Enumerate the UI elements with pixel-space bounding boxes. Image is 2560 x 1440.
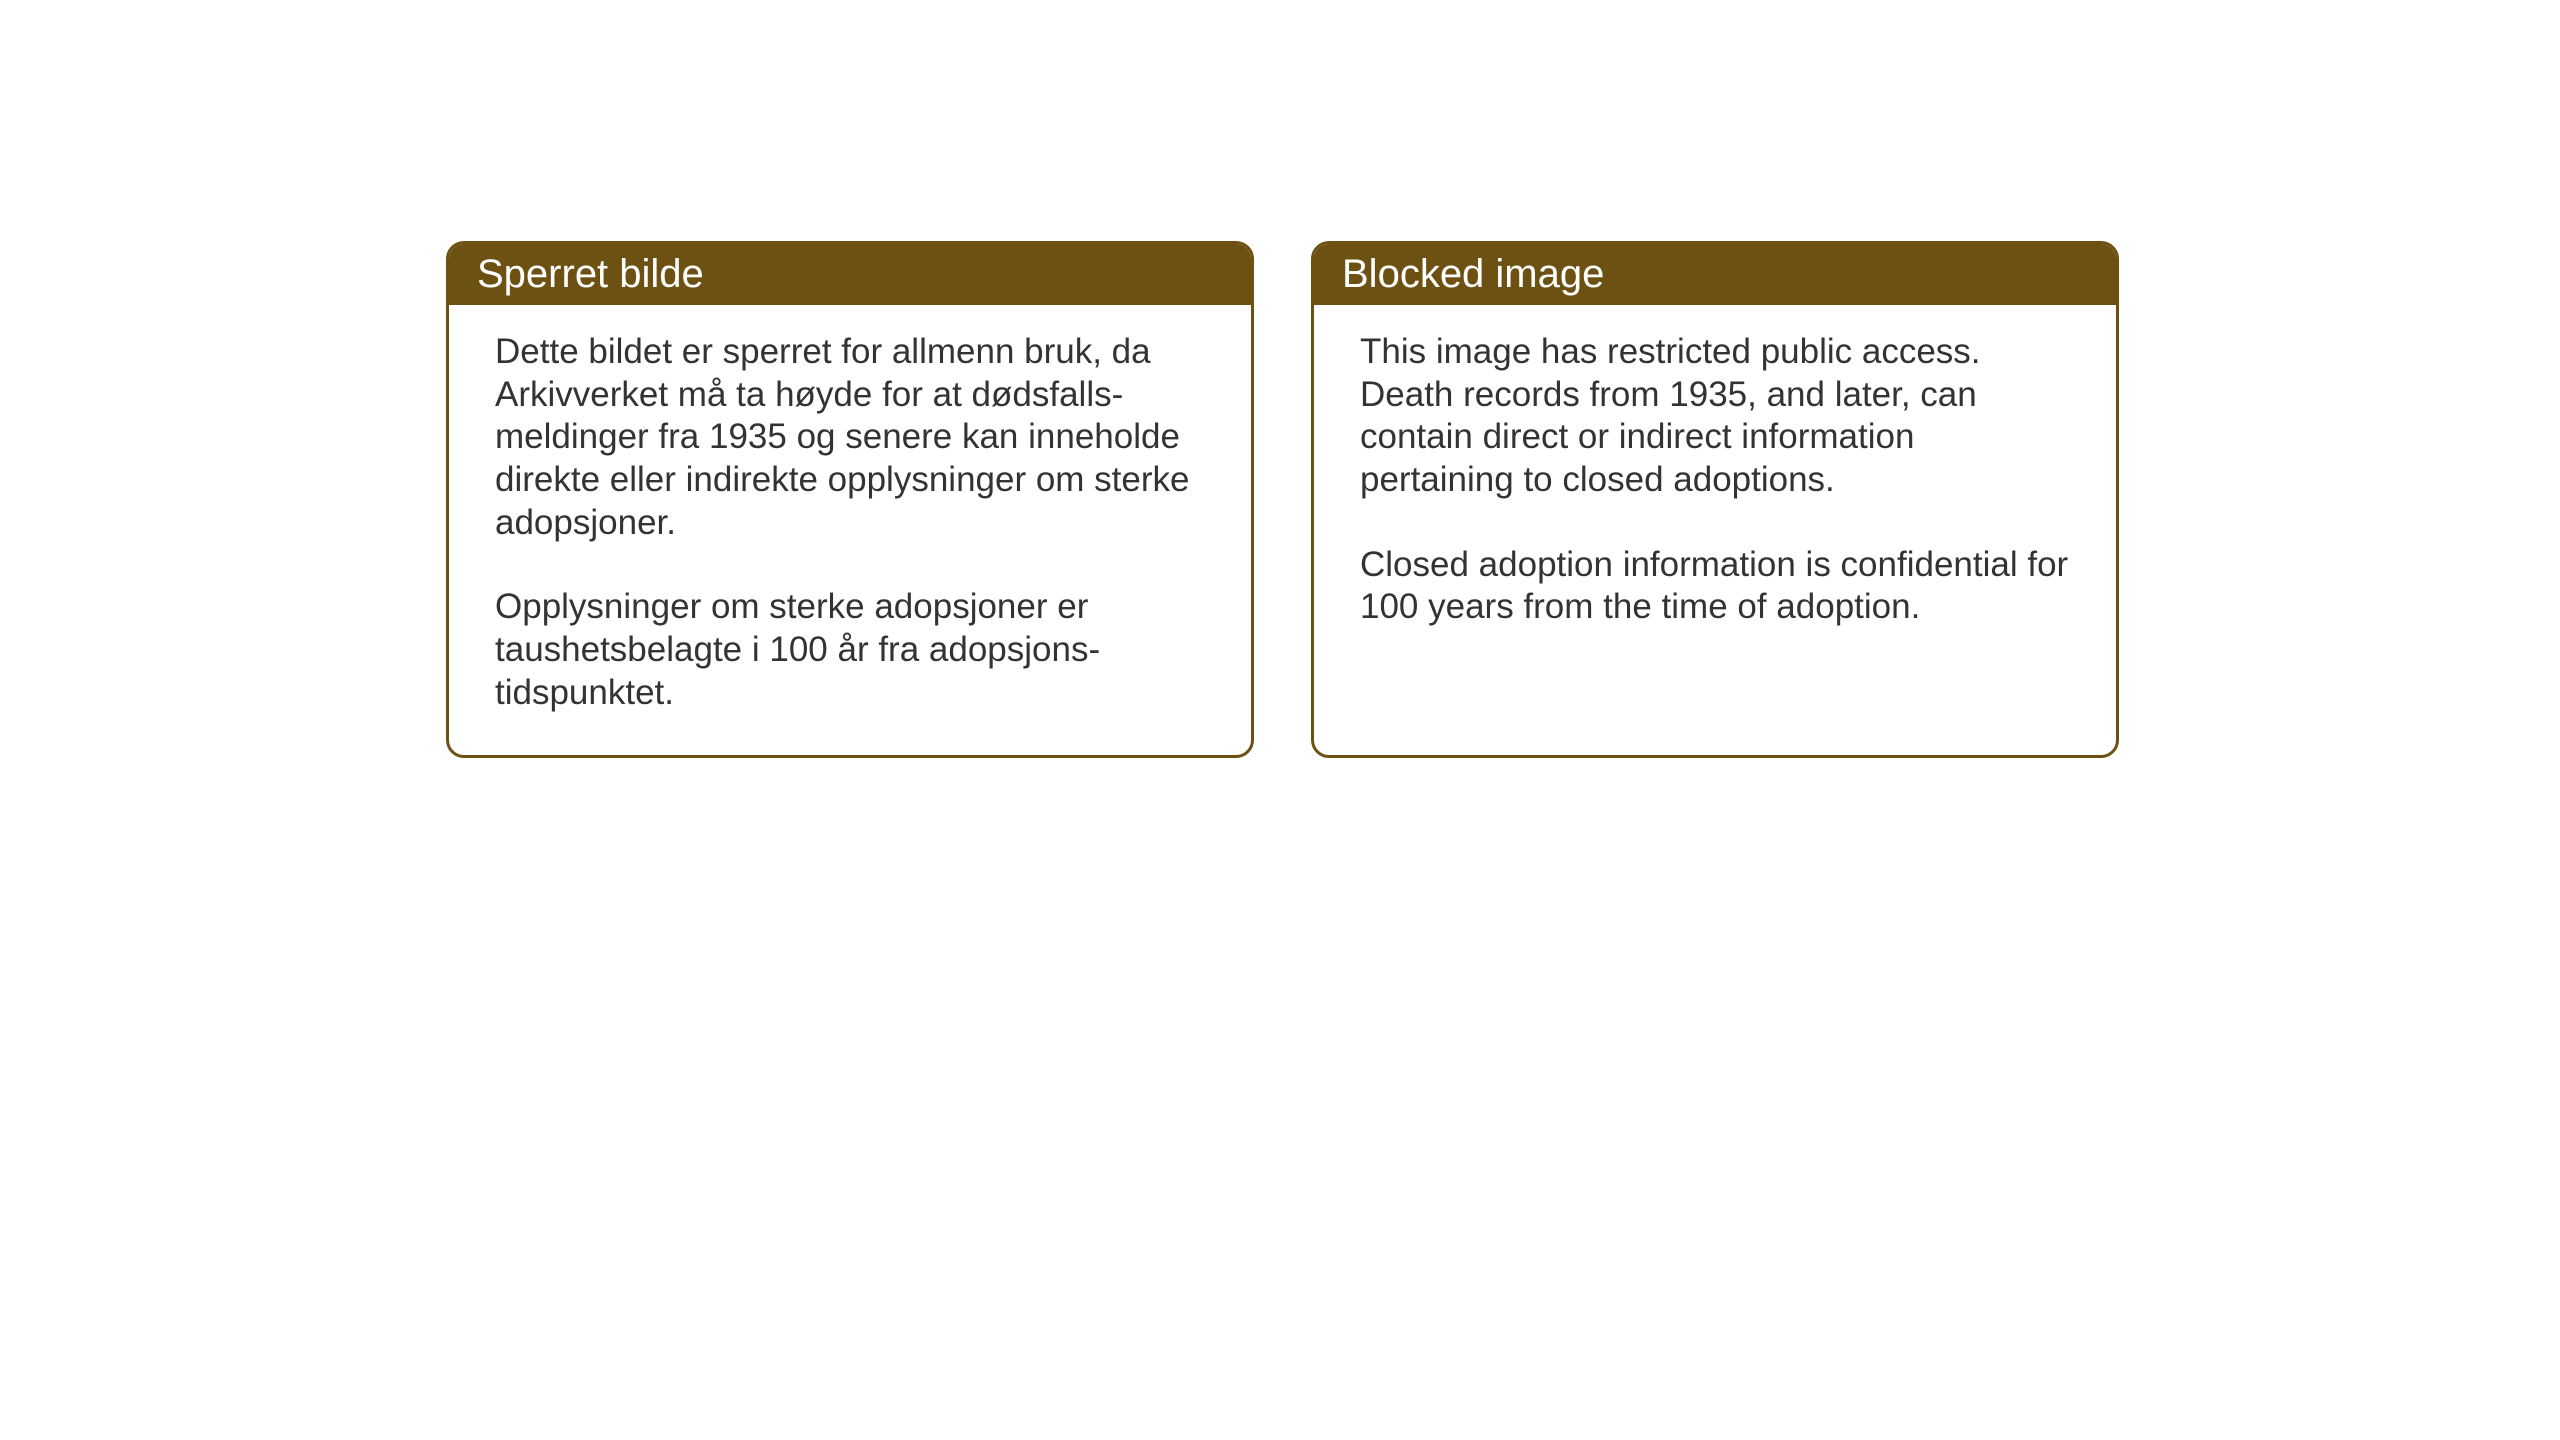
notice-card-norwegian: Sperret bilde Dette bildet er sperret fo… xyxy=(446,241,1254,758)
card-body-english: This image has restricted public access.… xyxy=(1314,305,2116,669)
card-header-english: Blocked image xyxy=(1314,244,2116,305)
card-paragraph-1-english: This image has restricted public access.… xyxy=(1360,331,2070,502)
card-paragraph-2-english: Closed adoption information is confident… xyxy=(1360,544,2070,629)
notice-card-english: Blocked image This image has restricted … xyxy=(1311,241,2119,758)
card-title-norwegian: Sperret bilde xyxy=(477,252,704,296)
card-paragraph-1-norwegian: Dette bildet er sperret for allmenn bruk… xyxy=(495,331,1205,544)
card-title-english: Blocked image xyxy=(1342,252,1604,296)
card-body-norwegian: Dette bildet er sperret for allmenn bruk… xyxy=(449,305,1251,755)
card-paragraph-2-norwegian: Opplysninger om sterke adopsjoner er tau… xyxy=(495,586,1205,714)
notice-container: Sperret bilde Dette bildet er sperret fo… xyxy=(446,241,2119,758)
card-header-norwegian: Sperret bilde xyxy=(449,244,1251,305)
